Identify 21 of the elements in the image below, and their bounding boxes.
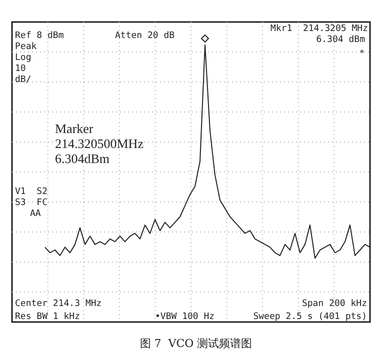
text: AA bbox=[30, 209, 42, 219]
annotation: S3 FC bbox=[15, 198, 48, 208]
text: Ref 8 dBm bbox=[15, 31, 64, 41]
text: Atten 20 dB bbox=[115, 31, 175, 41]
text: dB/ bbox=[15, 75, 32, 85]
text: Mkr1 214.3205 MHz bbox=[270, 24, 368, 34]
text: Peak bbox=[15, 42, 38, 52]
annotation: 6.304dBm bbox=[55, 151, 110, 166]
text: 10 bbox=[15, 64, 26, 74]
annotation: V1 S2 bbox=[15, 187, 48, 197]
annotation: 6.304 dBm bbox=[316, 35, 365, 45]
annotation: * bbox=[359, 49, 365, 59]
annotation: •VBW 100 Hz bbox=[155, 312, 215, 322]
annotation: Center 214.3 MHz bbox=[15, 299, 102, 309]
annotation: Res BW 1 kHz bbox=[15, 312, 80, 322]
annotation: Marker bbox=[55, 121, 94, 136]
annotation: Span 200 kHz bbox=[302, 299, 367, 309]
text: 图 7 VCO 测试频谱图 bbox=[140, 337, 252, 350]
annotation: 214.320500MHz bbox=[55, 136, 144, 151]
annotation: Sweep 2.5 s (401 pts) bbox=[253, 312, 367, 322]
text: Log bbox=[15, 53, 32, 63]
